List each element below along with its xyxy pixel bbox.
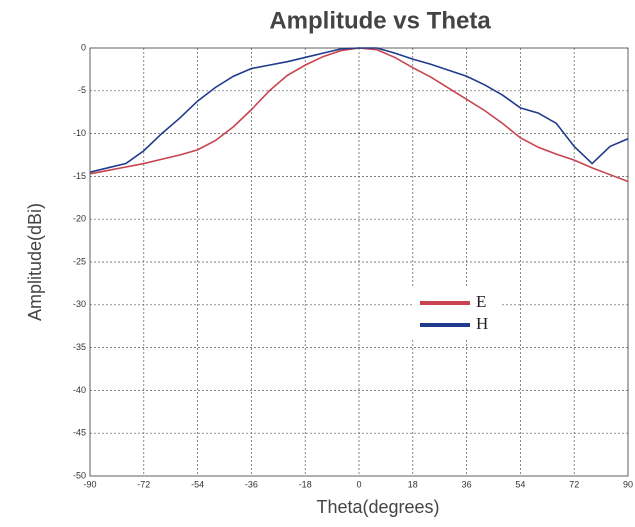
- y-tick-label: -45: [73, 428, 86, 438]
- x-axis-label: Theta(degrees): [316, 497, 439, 517]
- x-tick-label: -36: [245, 479, 258, 489]
- x-tick-label: 18: [408, 479, 418, 489]
- y-tick-label: -10: [73, 128, 86, 138]
- x-tick-label: 54: [515, 479, 525, 489]
- line-series: [89, 47, 629, 173]
- chart-title: Amplitude vs Theta: [269, 7, 491, 34]
- x-tick-label: -90: [83, 479, 96, 489]
- legend-label: H: [476, 314, 488, 333]
- y-tick-label: -5: [78, 85, 86, 95]
- y-axis-label: Amplitude(dBi): [25, 203, 45, 321]
- x-tick-label: -54: [191, 479, 204, 489]
- y-tick-label: -25: [73, 256, 86, 266]
- y-tick-label: -30: [73, 299, 86, 309]
- x-tick-label: 36: [462, 479, 472, 489]
- x-tick-label: 72: [569, 479, 579, 489]
- x-tick-label: 90: [623, 479, 633, 489]
- y-tick-label: -15: [73, 171, 86, 181]
- legend-box: [412, 288, 502, 338]
- y-tick-label: -35: [73, 342, 86, 352]
- x-tick-label: 0: [356, 479, 361, 489]
- legend-label: E: [476, 292, 486, 311]
- x-tick-label: -18: [299, 479, 312, 489]
- y-tick-label: -20: [73, 214, 86, 224]
- y-tick-label: -40: [73, 385, 86, 395]
- y-tick-label: -50: [73, 470, 86, 480]
- x-tick-label: -72: [137, 479, 150, 489]
- y-tick-label: 0: [81, 42, 86, 52]
